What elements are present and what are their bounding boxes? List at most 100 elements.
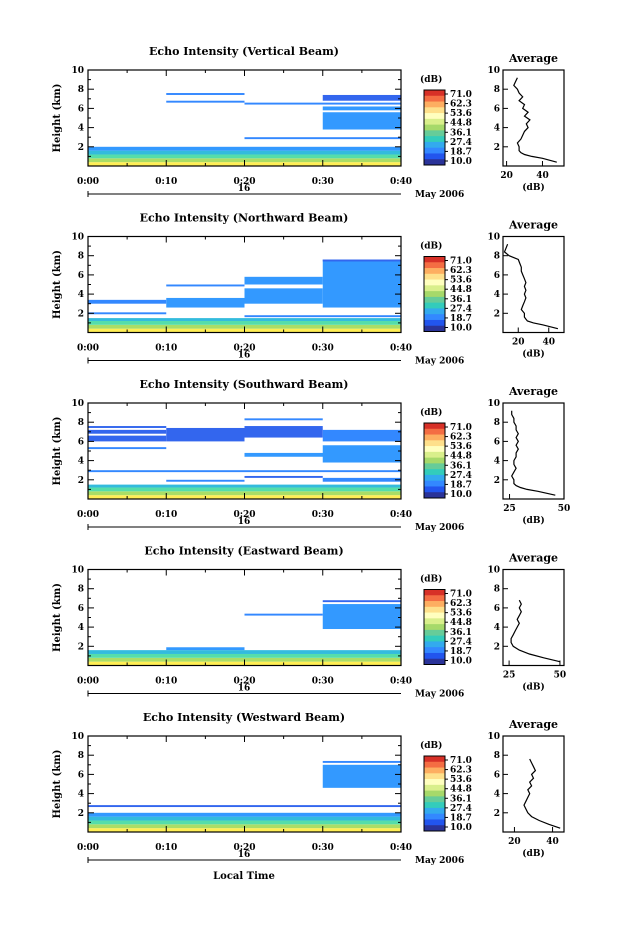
colorbar-segment — [424, 813, 445, 820]
x-tick-label: 0:10 — [155, 677, 177, 687]
echo-band — [244, 288, 323, 304]
profile-y-tick-label: 6 — [494, 271, 500, 281]
profile-y-tick-label: 4 — [494, 457, 500, 467]
colorbar-tick-label: 18.7 — [450, 813, 472, 823]
y-tick-label: 4 — [78, 623, 84, 633]
colorbar-segment — [424, 101, 445, 108]
colorbar-frame — [423, 755, 446, 832]
colorbar-segment — [424, 767, 445, 774]
echo-band — [244, 426, 323, 438]
colorbar-segment — [424, 589, 445, 596]
y-tick-label: 2 — [78, 476, 84, 486]
colorbar-segment — [424, 95, 445, 103]
colorbar-segment — [424, 612, 445, 619]
y-tick-label: 2 — [78, 143, 84, 153]
y-axis-label: Height (km) — [52, 583, 63, 652]
colorbar-segment — [424, 296, 445, 304]
profile-x-tick-label: 40 — [546, 837, 559, 847]
panel-1: Echo Intensity (Northward Beam) Height (k… — [52, 212, 565, 367]
y-tick-label: 6 — [78, 271, 84, 281]
colorbar-tick-label: 10.0 — [450, 324, 472, 334]
colorbar-segment — [424, 474, 445, 482]
y-tick-label: 8 — [78, 751, 84, 761]
profile-line — [511, 410, 556, 496]
x-tick-label: 0:30 — [312, 843, 334, 853]
colorbar-segment — [424, 624, 445, 631]
echo-band — [244, 102, 401, 105]
colorbar-tick-label: 27.4 — [450, 804, 472, 814]
echo-band — [166, 297, 245, 308]
y-tick-label: 10 — [71, 732, 84, 742]
profile-y-tick-label: 6 — [494, 104, 500, 114]
colorbar-tick-label: 27.4 — [450, 138, 472, 148]
panel-title: Echo Intensity (Westward Beam) — [143, 711, 345, 724]
colorbar-tick-label: 18.7 — [450, 314, 472, 324]
y-tick-label: 2 — [78, 642, 84, 652]
profile-x-axis-label: (dB) — [522, 682, 544, 693]
panel-title: Echo Intensity (Southward Beam) — [140, 378, 349, 391]
profile-y-tick-label: 2 — [494, 809, 500, 819]
colorbar-tick-label: 27.4 — [450, 471, 472, 481]
colorbar-tick-label: 62.3 — [450, 266, 472, 276]
profile-x-tick-label: 50 — [558, 504, 571, 514]
profile-x-tick-label: 20 — [512, 338, 525, 348]
echo-band — [322, 477, 401, 482]
panel-3: Echo Intensity (Eastward Beam) Height (km… — [52, 545, 566, 700]
colorbar-segment — [424, 606, 445, 614]
x-tick-label: 0:00 — [77, 843, 99, 853]
colorbar-tick-label: 62.3 — [450, 100, 472, 110]
echo-band — [88, 150, 401, 155]
colorbar-tick-label: 71.0 — [450, 756, 472, 766]
x-tick-label: 0:00 — [77, 177, 99, 187]
y-tick-label: 8 — [78, 585, 84, 595]
echo-band — [88, 154, 401, 159]
colorbar-tick-label: 18.7 — [450, 147, 472, 157]
profile-frame — [502, 735, 565, 833]
echo-band — [322, 764, 401, 788]
colorbar-frame — [423, 89, 446, 166]
panel-2: Echo Intensity (Southward Beam) Height (k… — [52, 378, 570, 533]
colorbar-segment — [424, 428, 445, 436]
echo-band — [88, 484, 401, 488]
profile-x-tick-label: 20 — [500, 171, 513, 181]
panel-title: Echo Intensity (Vertical Beam) — [149, 45, 339, 58]
profile-title: Average — [508, 52, 558, 65]
y-tick-label: 2 — [78, 309, 84, 319]
colorbar-tick-label: 53.6 — [450, 442, 472, 452]
profile-y-tick-label: 10 — [487, 66, 500, 76]
echo-band — [88, 820, 401, 825]
profile-frame — [502, 69, 565, 167]
y-axis-label: Height (km) — [52, 250, 63, 319]
echo-band — [244, 276, 323, 285]
echo-band — [88, 426, 167, 428]
echo-band — [166, 284, 245, 287]
profile-frame — [502, 402, 565, 500]
x-tick-label: 0:20 — [233, 843, 255, 853]
profile-x-tick-label: 40 — [542, 338, 555, 348]
date-month-label: May 2006 — [415, 690, 464, 700]
panel-title: Echo Intensity (Eastward Beam) — [144, 545, 343, 558]
x-tick-label: 0:30 — [312, 344, 334, 354]
profile-line — [523, 758, 561, 829]
colorbar-tick-label: 36.1 — [450, 794, 472, 804]
colorbar-tick-label: 10.0 — [450, 657, 472, 667]
x-tick-label: 0:10 — [155, 510, 177, 520]
colorbar-tick-label: 62.3 — [450, 766, 472, 776]
echo-band — [322, 600, 401, 603]
echo-band — [88, 312, 167, 315]
x-tick-label: 0:00 — [77, 344, 99, 354]
echo-band — [88, 299, 167, 304]
colorbar-tick-label: 53.6 — [450, 276, 472, 286]
panel-4: Echo Intensity (Westward Beam) Height (km… — [52, 711, 565, 866]
y-tick-label: 10 — [71, 399, 84, 409]
y-tick-label: 4 — [78, 290, 84, 300]
echo-band — [322, 94, 401, 101]
echo-band — [88, 146, 401, 151]
profile-y-tick-label: 10 — [487, 233, 500, 243]
echo-band — [88, 487, 401, 492]
profile-x-tick-label: 25 — [503, 671, 516, 681]
profile-y-tick-label: 4 — [494, 623, 500, 633]
y-tick-label: 6 — [78, 604, 84, 614]
colorbar-segment — [424, 635, 445, 642]
x-tick-label: 0:20 — [233, 510, 255, 520]
